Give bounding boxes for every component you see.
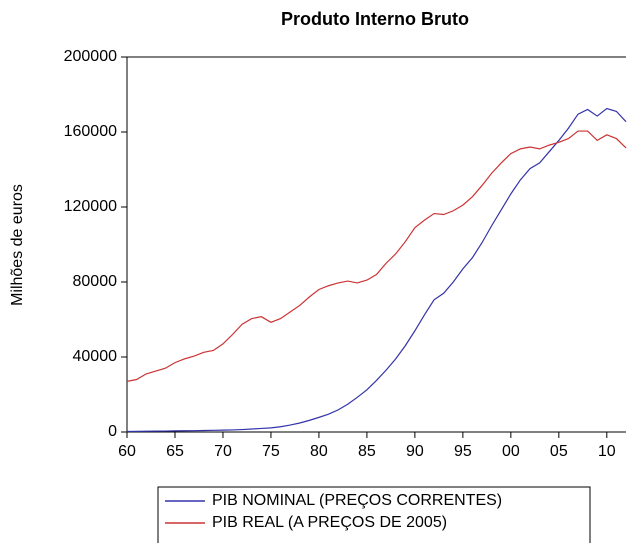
series-line xyxy=(126,107,627,433)
x-tick-label: 65 xyxy=(166,443,184,460)
y-tick-label: 160000 xyxy=(64,123,117,140)
x-tick-label: 05 xyxy=(550,443,568,460)
legend-label: PIB NOMINAL (PREÇOS CORRENTES) xyxy=(212,492,502,509)
legend-box xyxy=(157,486,591,543)
legend-label: PIB REAL (A PREÇOS DE 2005) xyxy=(212,514,447,531)
x-tick-label: 75 xyxy=(262,443,280,460)
x-tick-label: 80 xyxy=(310,443,328,460)
y-axis-label: Milhões de euros xyxy=(9,184,26,306)
x-tick-label: 95 xyxy=(454,443,472,460)
series-line xyxy=(126,130,627,382)
x-tick-label: 10 xyxy=(598,443,616,460)
x-tick-label: 90 xyxy=(406,443,424,460)
chart-title: Produto Interno Bruto xyxy=(281,9,469,29)
y-tick-label: 80000 xyxy=(73,273,118,290)
x-tick-label: 70 xyxy=(214,443,232,460)
x-tick-label: 85 xyxy=(358,443,376,460)
x-tick-label: 00 xyxy=(502,443,520,460)
y-tick-label: 120000 xyxy=(64,198,117,215)
y-tick-label: 200000 xyxy=(64,48,117,65)
x-tick-label: 60 xyxy=(118,443,136,460)
y-tick-label: 40000 xyxy=(73,348,118,365)
y-tick-label: 0 xyxy=(108,423,117,440)
